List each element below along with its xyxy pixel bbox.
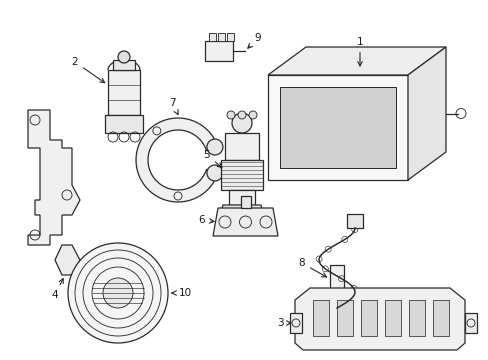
Text: 6: 6	[198, 215, 214, 225]
Polygon shape	[228, 190, 254, 205]
Polygon shape	[28, 110, 80, 245]
Text: 10: 10	[172, 288, 191, 298]
Polygon shape	[55, 245, 80, 275]
Text: 4: 4	[52, 279, 63, 300]
Polygon shape	[105, 115, 142, 133]
Polygon shape	[280, 87, 395, 168]
Polygon shape	[208, 33, 216, 41]
Text: 2: 2	[72, 57, 104, 83]
Polygon shape	[240, 196, 250, 208]
Circle shape	[231, 113, 251, 133]
Circle shape	[206, 165, 223, 181]
Text: 7: 7	[168, 98, 178, 114]
Polygon shape	[312, 300, 328, 336]
Circle shape	[206, 139, 223, 155]
Polygon shape	[329, 292, 343, 308]
Circle shape	[68, 243, 168, 343]
Polygon shape	[360, 300, 376, 336]
Polygon shape	[204, 41, 232, 61]
Polygon shape	[346, 214, 362, 228]
Polygon shape	[218, 33, 224, 41]
Polygon shape	[226, 33, 234, 41]
Circle shape	[226, 111, 235, 119]
Polygon shape	[267, 75, 407, 180]
Polygon shape	[432, 300, 448, 336]
Circle shape	[118, 51, 130, 63]
Polygon shape	[224, 133, 259, 160]
Text: 8: 8	[298, 258, 326, 277]
Polygon shape	[294, 288, 464, 350]
Polygon shape	[464, 313, 476, 333]
Polygon shape	[108, 70, 140, 115]
Text: 5: 5	[203, 150, 222, 167]
Polygon shape	[336, 300, 352, 336]
Polygon shape	[289, 313, 302, 333]
Polygon shape	[221, 160, 263, 190]
Polygon shape	[267, 47, 445, 75]
Polygon shape	[408, 300, 424, 336]
Polygon shape	[407, 47, 445, 180]
Text: 9: 9	[247, 33, 261, 48]
Circle shape	[238, 111, 245, 119]
Circle shape	[103, 278, 133, 308]
Text: 3: 3	[276, 318, 290, 328]
Circle shape	[248, 111, 257, 119]
Polygon shape	[329, 265, 343, 293]
Polygon shape	[213, 208, 278, 236]
Polygon shape	[136, 118, 218, 202]
Polygon shape	[220, 205, 264, 215]
Text: 1: 1	[356, 37, 363, 66]
Polygon shape	[384, 300, 400, 336]
Polygon shape	[113, 60, 135, 70]
